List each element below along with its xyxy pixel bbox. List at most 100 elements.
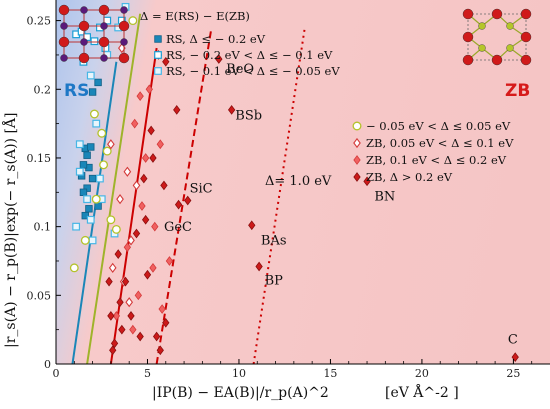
data-point <box>69 263 79 273</box>
data-point <box>85 205 93 213</box>
data-point <box>125 297 134 308</box>
data-point <box>149 262 157 273</box>
atom <box>118 52 130 64</box>
atom <box>520 8 532 20</box>
data-point <box>132 228 141 239</box>
boundary-line-2 <box>109 47 158 364</box>
point-label-c: C <box>508 332 518 347</box>
data-point <box>83 195 92 204</box>
data-point <box>88 236 97 245</box>
data-point <box>111 224 121 234</box>
data-point <box>215 54 223 64</box>
atom <box>520 54 532 66</box>
x-tick-label: 10 <box>232 367 246 380</box>
legend-item-label: ZB, 0.05 eV < Δ ≤ 0.1 eV <box>366 136 514 150</box>
legend-item-label: RS, − 0.2 eV < Δ ≤ − 0.1 eV <box>166 48 333 62</box>
data-point <box>127 235 135 246</box>
data-point <box>160 180 168 191</box>
data-point <box>128 16 138 26</box>
data-point <box>151 221 159 232</box>
data-point <box>131 118 139 129</box>
data-point <box>123 242 132 253</box>
data-point <box>96 174 104 183</box>
atom <box>60 54 68 62</box>
data-point <box>89 109 99 119</box>
data-point <box>136 91 144 102</box>
delta-line-annotation: Δ= 1.0 eV <box>265 174 332 189</box>
data-point <box>99 160 109 170</box>
x-axis-label: |IP(B) − EA(B)|/r_p(A)^2 <box>152 385 329 401</box>
data-point <box>97 128 107 138</box>
atom <box>120 6 128 14</box>
data-point <box>94 202 102 210</box>
data-point <box>81 211 89 220</box>
series-2 <box>72 2 130 245</box>
data-point <box>123 166 132 177</box>
data-point <box>156 345 164 356</box>
rs-region-label: RS <box>64 81 89 101</box>
boundary-line-1 <box>86 13 142 364</box>
atom <box>491 54 503 66</box>
legend-left: Δ = E(RS) − E(ZB) RS, Δ ≤ − 0.2 eV RS, − … <box>140 9 340 78</box>
data-point <box>102 146 112 156</box>
point-label-gec: GeC <box>164 220 192 235</box>
data-point <box>118 324 126 335</box>
legend-right: − 0.05 eV < Δ ≤ 0.05 eV ZB, 0.05 eV < Δ ≤… <box>352 119 514 184</box>
atom <box>80 6 88 14</box>
legend-item-label: RS, − 0.1 eV < Δ ≤ − 0.05 eV <box>166 64 340 78</box>
atom <box>478 22 486 30</box>
data-point <box>162 317 170 328</box>
zb-region-label: ZB <box>505 81 530 101</box>
data-point <box>88 174 97 183</box>
data-point <box>363 176 371 187</box>
x-tick-label: 20 <box>415 367 429 380</box>
legend-marker <box>353 137 361 149</box>
data-point <box>80 235 90 245</box>
data-point <box>116 194 124 205</box>
data-point <box>145 84 153 95</box>
atom <box>58 4 70 16</box>
legend-item-label: ZB, Δ > 0.2 eV <box>366 170 453 184</box>
data-point <box>138 201 146 211</box>
zincblende-structure-icon <box>462 8 532 66</box>
y-axis-label: |r_s(A) − r_p(B)|exp(− r_s(A)) [Å] <box>1 113 19 348</box>
boundary-line-3 <box>155 27 213 364</box>
data-point <box>88 88 97 96</box>
data-point <box>79 188 88 197</box>
series-6 <box>105 50 519 362</box>
x-tick-label: 25 <box>506 367 520 380</box>
data-point <box>108 262 117 273</box>
data-point <box>184 195 192 206</box>
data-point <box>255 261 263 272</box>
data-point <box>143 269 152 280</box>
legend-marker <box>154 51 162 59</box>
data-point <box>156 139 164 150</box>
data-point <box>136 331 144 342</box>
legend-marker <box>353 155 361 165</box>
legend-item-label: RS, Δ ≤ − 0.2 eV <box>166 32 266 46</box>
data-point <box>107 311 115 321</box>
y-tick-label: 0.1 <box>34 221 52 234</box>
atom <box>118 20 130 32</box>
legend-marker <box>353 172 361 182</box>
legend-item-label: − 0.05 eV < Δ ≤ 0.05 eV <box>366 119 511 133</box>
y-tick-label: 0.2 <box>34 83 52 96</box>
data-point <box>94 78 102 87</box>
y-tick-label: 0 <box>44 358 51 371</box>
data-point <box>110 338 119 349</box>
data-point <box>147 125 155 136</box>
series-5 <box>112 84 174 335</box>
y-tick-label: 0.25 <box>27 15 52 28</box>
data-point <box>83 151 91 159</box>
atom <box>462 31 474 43</box>
data-point <box>227 105 236 115</box>
series-0 <box>77 78 102 220</box>
atom <box>120 38 128 46</box>
data-point <box>109 345 117 356</box>
boundary-line-0 <box>71 61 118 364</box>
point-label-beo: BeO <box>226 62 254 77</box>
point-label-bsb: BSb <box>235 109 262 124</box>
data-point <box>114 249 122 259</box>
data-point <box>140 173 148 184</box>
